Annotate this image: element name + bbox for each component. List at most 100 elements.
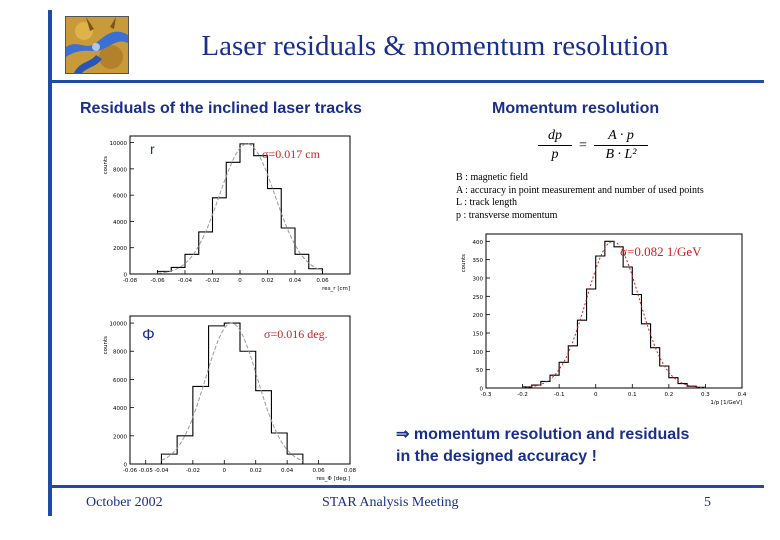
x-tick-label: 0.04 [281, 468, 294, 474]
histogram-bin [199, 232, 213, 274]
gaussian-fit-curve [157, 143, 323, 274]
histogram-bin [256, 391, 272, 464]
gaussian-fit-curve [161, 322, 304, 462]
histogram-bin [541, 381, 550, 388]
y-tick-label: 6000 [113, 194, 127, 200]
legend-item: B : magnetic field [456, 172, 528, 183]
histogram-bin [254, 156, 268, 274]
histogram-bin [559, 362, 568, 388]
y-axis-label: counts [461, 254, 467, 273]
x-tick-label: 0.06 [312, 468, 325, 474]
panel-label: Φ [142, 327, 155, 344]
formula-lhs-denominator: p [551, 147, 559, 162]
y-axis-label: counts [103, 336, 109, 355]
r-residual-histogram: 0 2000 4000 6000 8000 10000 -0.08 -0.06 -0.04 -0.… [103, 135, 351, 292]
formula-rhs-numerator: A · p [608, 128, 634, 143]
y-tick-label: 100 [473, 350, 484, 356]
sigma-annotation: σ=0.016 deg. [264, 327, 328, 341]
x-tick-label: 0.1 [628, 392, 637, 398]
y-tick-label: 4000 [113, 220, 127, 226]
x-tick-label: -0.1 [554, 392, 565, 398]
x-tick-label: -0.02 [186, 468, 200, 474]
histogram-bin [240, 144, 254, 274]
y-tick-label: 0 [124, 463, 128, 469]
gaussian-fit-curve [522, 241, 706, 389]
variable-legend: B : magnetic field A : accuracy in point… [456, 172, 704, 222]
histogram-bin [185, 254, 199, 274]
conclusion-text: ⇒ momentum resolution and residuals in t… [396, 424, 746, 468]
right-heading: Momentum resolution [492, 100, 660, 117]
x-tick-label: -0.02 [205, 278, 219, 284]
y-tick-label: 8000 [113, 167, 127, 173]
y-tick-label: 50 [476, 368, 483, 374]
x-tick-label: 0.08 [344, 468, 357, 474]
page-number: 5 [704, 495, 711, 510]
y-tick-label: 0 [480, 387, 484, 393]
histogram-bin [577, 320, 586, 388]
sigma-annotation: σ=0.082 1/GeV [620, 244, 702, 259]
x-tick-label: -0.06 [123, 468, 138, 474]
y-tick-label: 400 [473, 240, 484, 246]
histogram-bin [605, 241, 614, 388]
histogram-bin [281, 228, 295, 274]
histogram-bin [568, 346, 577, 388]
x-tick-label: -0.2 [517, 392, 528, 398]
conclusion-line-1: ⇒ momentum resolution and residuals [396, 426, 690, 443]
x-tick-label: -0.05 [139, 468, 154, 474]
x-tick-label: 0.4 [738, 392, 747, 398]
phi-residual-histogram: 0 2000 4000 6000 8000 10000 -0.06 -0.05 -0.04 -0.… [103, 315, 357, 482]
y-tick-label: 2000 [113, 434, 127, 440]
histogram-outline [156, 143, 324, 274]
histogram-bin [687, 386, 696, 388]
histogram-bin [309, 269, 323, 274]
histogram-bin [651, 348, 660, 388]
x-tick-label: 0 [238, 278, 242, 284]
legend-item: L : track length [456, 197, 517, 208]
panel-label: r [150, 141, 155, 157]
footer-divider-line [48, 485, 764, 488]
x-tick-label: -0.04 [178, 278, 193, 284]
histogram-bin [587, 289, 596, 388]
y-tick-label: 300 [473, 277, 484, 283]
y-tick-label: 4000 [113, 406, 127, 412]
star-logo [65, 16, 129, 74]
x-tick-label: 0 [594, 392, 598, 398]
x-axis-label: 1/p [1/GeV] [710, 400, 742, 406]
x-tick-label: 0 [223, 468, 227, 474]
histogram-bin [224, 323, 240, 464]
y-tick-label: 200 [473, 313, 484, 319]
left-accent-line [48, 10, 52, 516]
x-tick-label: 0.04 [289, 278, 302, 284]
x-tick-label: 0.02 [261, 278, 273, 284]
histogram-bin [193, 386, 209, 464]
x-tick-label: -0.3 [481, 392, 492, 398]
y-tick-label: 10000 [110, 141, 128, 147]
x-tick-label: 0.3 [701, 392, 710, 398]
histogram-bin [660, 366, 669, 388]
plot-frame [485, 233, 743, 389]
conclusion-line-2: in the designed accuracy ! [396, 448, 597, 465]
x-tick-label: -0.08 [123, 278, 138, 284]
y-axis-label: counts [103, 156, 109, 175]
y-tick-label: 8000 [113, 350, 127, 356]
x-tick-label: 0.02 [250, 468, 262, 474]
histogram-bin [641, 324, 650, 388]
histogram-bin [550, 375, 559, 388]
x-tick-label: 0.2 [664, 392, 673, 398]
legend-item: A : accuracy in point measurement and nu… [456, 184, 704, 196]
sigma-annotation: σ=0.017 cm [262, 147, 321, 161]
x-axis-label: res_r [cm] [322, 286, 350, 292]
y-tick-label: 150 [473, 332, 484, 338]
histogram-bin [240, 351, 256, 464]
histogram-bin [177, 436, 193, 464]
x-tick-label: -0.06 [150, 278, 165, 284]
histogram-bin [287, 454, 303, 464]
x-tick-label: 0.06 [316, 278, 329, 284]
x-axis-label: res_Φ [deg.] [316, 476, 350, 482]
histogram-bin [632, 295, 641, 389]
momentum-resolution-histogram: 0 50 100 150 200 250 300 350 400 -0.3 -0.2 -0.1 0 0.1… [461, 233, 747, 406]
slide-title: Laser residuals & momentum resolution [201, 30, 669, 62]
y-tick-label: 250 [473, 295, 484, 301]
footer-date: October 2002 [86, 495, 163, 510]
histogram-bin [295, 254, 309, 274]
